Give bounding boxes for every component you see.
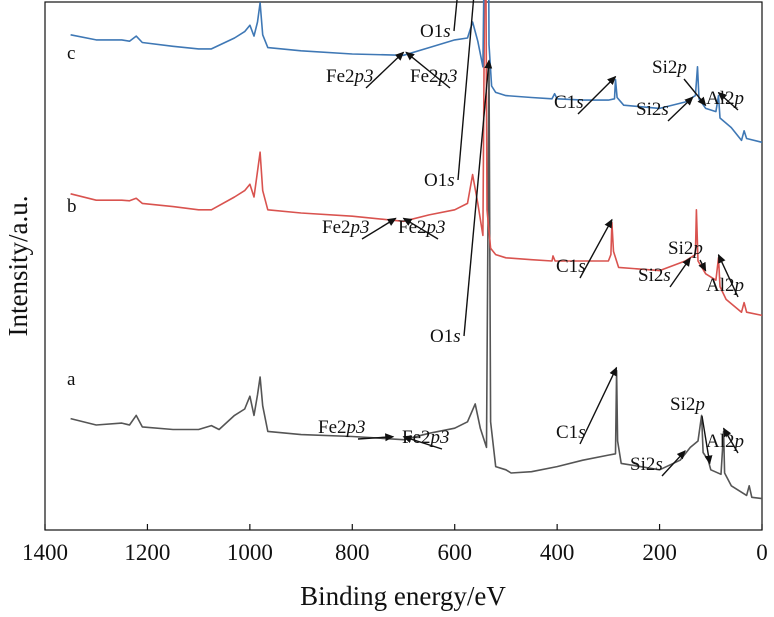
annotation-b-fe2p3-12: Fe2p3 xyxy=(322,217,370,238)
series-letters: a b c xyxy=(67,43,77,390)
x-tick-label-0: 0 xyxy=(756,540,768,565)
annotation-arrow-1 xyxy=(579,366,618,445)
annotation-b-al2p-11: Al2p xyxy=(706,275,744,296)
annotation-arrow-9 xyxy=(669,257,691,288)
annotation-a-si2s-2: Si2s xyxy=(630,454,663,475)
annotation-c-fe2p3-20: Fe2p3 xyxy=(410,66,458,87)
annotation-c-si2s-16: Si2s xyxy=(636,99,669,120)
annotation-arrow-15 xyxy=(577,75,617,115)
annotation-c-c1s-15: C1s xyxy=(554,92,584,113)
annotation-arrow-19 xyxy=(365,51,405,89)
series-line-b xyxy=(70,0,763,317)
annotation-arrow-3 xyxy=(701,415,713,465)
annotation-arrow-2 xyxy=(661,450,686,477)
annotation-a-si2p-3: Si2p xyxy=(670,394,705,415)
annotation-arrow-11 xyxy=(717,253,739,298)
y-axis-title: Intensity/a.u. xyxy=(3,196,33,337)
annotation-b-si2p-10: Si2p xyxy=(668,238,703,259)
series-label-a: a xyxy=(67,369,76,390)
annotation-a-fe2p3-5: Fe2p3 xyxy=(318,417,366,438)
annotation-a-o1s-0: O1s xyxy=(430,326,461,347)
annotation-arrow-8 xyxy=(579,218,613,279)
x-tick-label-400: 400 xyxy=(540,540,575,565)
x-axis-ticks: 1400 1200 1000 800 600 400 200 0 xyxy=(22,524,768,565)
plot-frame xyxy=(44,1,763,531)
x-tick-label-200: 200 xyxy=(642,540,677,565)
annotation-arrow-4 xyxy=(722,427,739,454)
annotation-arrow-5 xyxy=(357,433,395,442)
x-tick-label-1400: 1400 xyxy=(22,540,68,565)
annotation-arrow-18 xyxy=(717,91,739,111)
annotation-arrow-7 xyxy=(457,0,475,181)
series-label-c: c xyxy=(67,43,75,64)
annotation-arrow-17 xyxy=(683,78,707,107)
series-label-b: b xyxy=(67,196,77,217)
x-tick-label-1000: 1000 xyxy=(227,540,273,565)
annotation-a-fe2p3-6: Fe2p3 xyxy=(402,427,450,448)
annotation-arrow-13 xyxy=(402,217,439,240)
annotation-b-o1s-7: O1s xyxy=(424,170,455,191)
annotation-arrow-16 xyxy=(667,96,694,122)
annotation-arrow-0 xyxy=(463,59,493,337)
annotation-c-fe2p3-19: Fe2p3 xyxy=(326,66,374,87)
annotation-c-si2p-17: Si2p xyxy=(652,57,687,78)
x-tick-label-600: 600 xyxy=(437,540,472,565)
annotation-a-c1s-1: C1s xyxy=(556,422,586,443)
x-tick-label-800: 800 xyxy=(335,540,370,565)
x-tick-label-1200: 1200 xyxy=(124,540,170,565)
annotation-b-si2s-9: Si2s xyxy=(638,265,671,286)
annotation-c-o1s-14: O1s xyxy=(420,21,451,42)
annotation-arrow-12 xyxy=(361,217,397,240)
annotation-arrow-10 xyxy=(698,259,707,272)
annotation-arrow-6 xyxy=(402,435,443,450)
annotation-b-c1s-8: C1s xyxy=(556,256,586,277)
annotation-b-fe2p3-13: Fe2p3 xyxy=(398,217,446,238)
annotation-arrow-20 xyxy=(405,51,451,89)
x-axis-title: Binding energy/eV xyxy=(300,581,506,611)
annotation-a-al2p-4: Al2p xyxy=(706,431,744,452)
